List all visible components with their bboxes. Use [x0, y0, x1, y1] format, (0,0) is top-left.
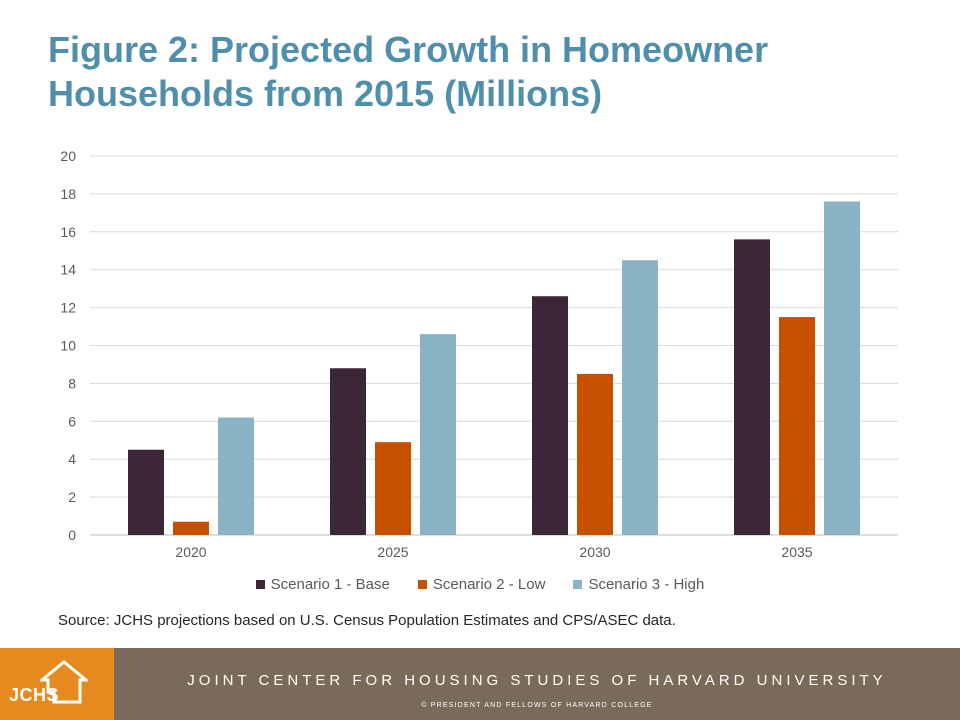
bar-scenario-1-2030 — [532, 296, 568, 535]
bar-scenario-3-2025 — [420, 334, 456, 535]
y-tick-label: 2 — [68, 489, 76, 505]
bar-scenario-1-2020 — [128, 450, 164, 535]
bar-scenario-1-2035 — [734, 239, 770, 535]
bar-scenario-2-2035 — [779, 317, 815, 535]
y-tick-label: 6 — [68, 413, 76, 429]
org-name: JOINT CENTER FOR HOUSING STUDIES OF HARV… — [114, 672, 960, 689]
logo-text: JCHS — [9, 685, 59, 706]
x-tick-label-2025: 2025 — [377, 544, 408, 560]
bar-scenario-2-2025 — [375, 442, 411, 535]
copyright: © PRESIDENT AND FELLOWS OF HARVARD COLLE… — [114, 702, 960, 709]
bar-scenario-3-2030 — [622, 260, 658, 535]
y-tick-label: 20 — [60, 148, 76, 164]
jchs-logo: JCHS — [0, 648, 114, 720]
legend-item-scenario-1: Scenario 1 - Base — [256, 576, 390, 593]
legend-label-scenario-1: Scenario 1 - Base — [271, 576, 390, 593]
legend-item-scenario-3: Scenario 3 - High — [573, 576, 704, 593]
source-note: Source: JCHS projections based on U.S. C… — [58, 612, 676, 629]
x-tick-label-2030: 2030 — [579, 544, 610, 560]
legend-item-scenario-2: Scenario 2 - Low — [418, 576, 546, 593]
x-tick-label-2035: 2035 — [781, 544, 812, 560]
legend-swatch-scenario-3 — [573, 580, 582, 589]
bar-scenario-2-2020 — [173, 522, 209, 535]
legend-label-scenario-2: Scenario 2 - Low — [433, 576, 546, 593]
y-tick-label: 10 — [60, 338, 76, 354]
legend-label-scenario-3: Scenario 3 - High — [588, 576, 704, 593]
y-tick-label: 8 — [68, 375, 76, 391]
y-tick-label: 14 — [60, 262, 76, 278]
bar-scenario-2-2030 — [577, 374, 613, 535]
y-tick-label: 18 — [60, 186, 76, 202]
bar-scenario-3-2035 — [824, 201, 860, 535]
bar-scenario-1-2025 — [330, 368, 366, 535]
y-tick-label: 4 — [68, 451, 76, 467]
chart-legend: Scenario 1 - Base Scenario 2 - Low Scena… — [0, 576, 960, 593]
legend-swatch-scenario-2 — [418, 580, 427, 589]
legend-swatch-scenario-1 — [256, 580, 265, 589]
y-tick-label: 16 — [60, 224, 76, 240]
x-tick-label-2020: 2020 — [175, 544, 206, 560]
y-tick-label: 0 — [68, 527, 76, 543]
y-tick-label: 12 — [60, 300, 76, 316]
footer-band: JOINT CENTER FOR HOUSING STUDIES OF HARV… — [114, 648, 960, 720]
bar-scenario-3-2020 — [218, 418, 254, 535]
